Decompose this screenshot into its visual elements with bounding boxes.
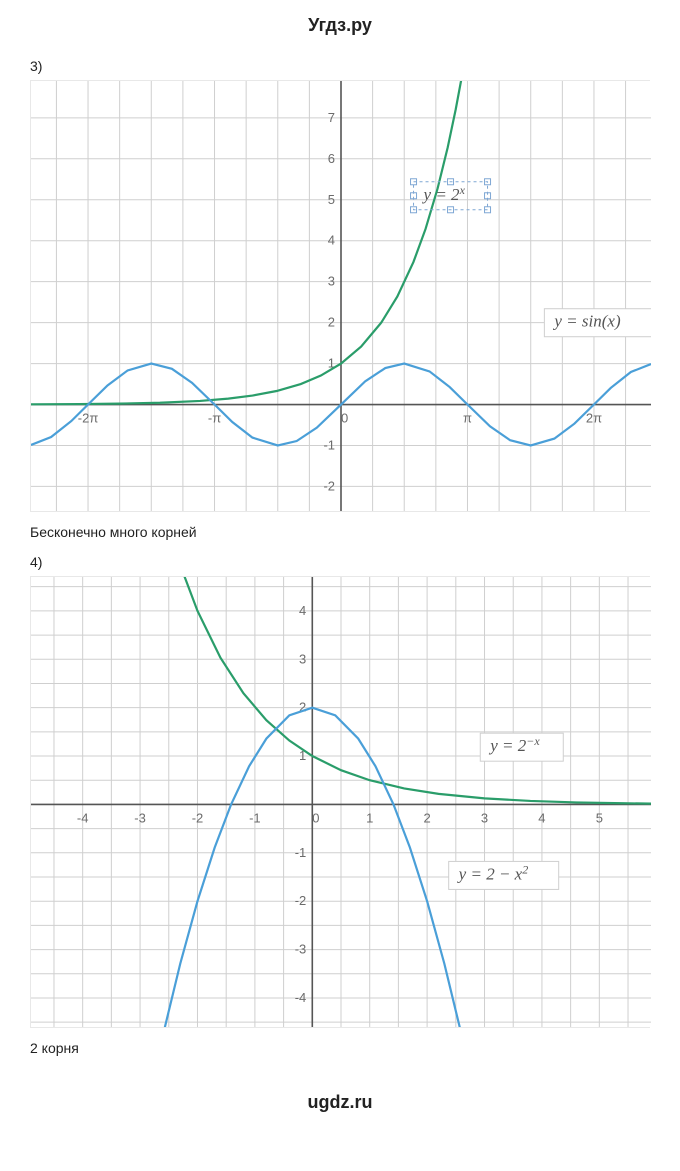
svg-text:6: 6 [328,151,335,166]
problem-3-caption: Бесконечно много корней [30,516,650,552]
svg-text:y = sin(x): y = sin(x) [552,312,621,331]
svg-text:7: 7 [328,110,335,125]
chart-3: -2π-π0π2π-2-11234567y = 2xy = sin(x) [30,80,650,512]
svg-text:1: 1 [366,810,373,825]
svg-text:-3: -3 [295,942,307,957]
svg-text:-2: -2 [192,810,204,825]
brand-header: Угдз.ру [30,0,650,56]
svg-text:-π: -π [208,411,221,426]
svg-text:-3: -3 [134,810,146,825]
problem-4-label: 4) [30,552,650,576]
svg-text:-4: -4 [295,990,307,1005]
chart-4: -4-3-2-1012345-4-3-2-11234y = 2−xy = 2 −… [30,576,650,1028]
svg-text:2: 2 [328,315,335,330]
svg-text:-1: -1 [295,845,307,860]
svg-text:y = 2 − x2: y = 2 − x2 [457,862,529,883]
svg-text:3: 3 [299,651,306,666]
brand-footer: ugdz.ru [30,1068,650,1123]
svg-text:0: 0 [341,411,348,426]
svg-text:5: 5 [328,192,335,207]
svg-text:3: 3 [481,810,488,825]
svg-text:2π: 2π [586,411,602,426]
svg-text:3: 3 [328,274,335,289]
svg-text:-1: -1 [323,437,335,452]
problem-4-caption: 2 корня [30,1032,650,1068]
svg-text:0: 0 [312,810,319,825]
svg-text:5: 5 [596,810,603,825]
svg-text:π: π [463,411,472,426]
svg-text:4: 4 [538,810,545,825]
svg-text:2: 2 [423,810,430,825]
svg-text:-4: -4 [77,810,89,825]
svg-text:4: 4 [299,603,306,618]
svg-text:-1: -1 [249,810,261,825]
chart-3-svg: -2π-π0π2π-2-11234567y = 2xy = sin(x) [31,81,651,511]
chart-4-svg: -4-3-2-1012345-4-3-2-11234y = 2−xy = 2 −… [31,577,651,1027]
problem-3-label: 3) [30,56,650,80]
svg-text:-2: -2 [323,478,335,493]
svg-text:4: 4 [328,233,335,248]
svg-text:-2: -2 [295,893,307,908]
svg-text:y = 2x: y = 2x [422,183,466,204]
